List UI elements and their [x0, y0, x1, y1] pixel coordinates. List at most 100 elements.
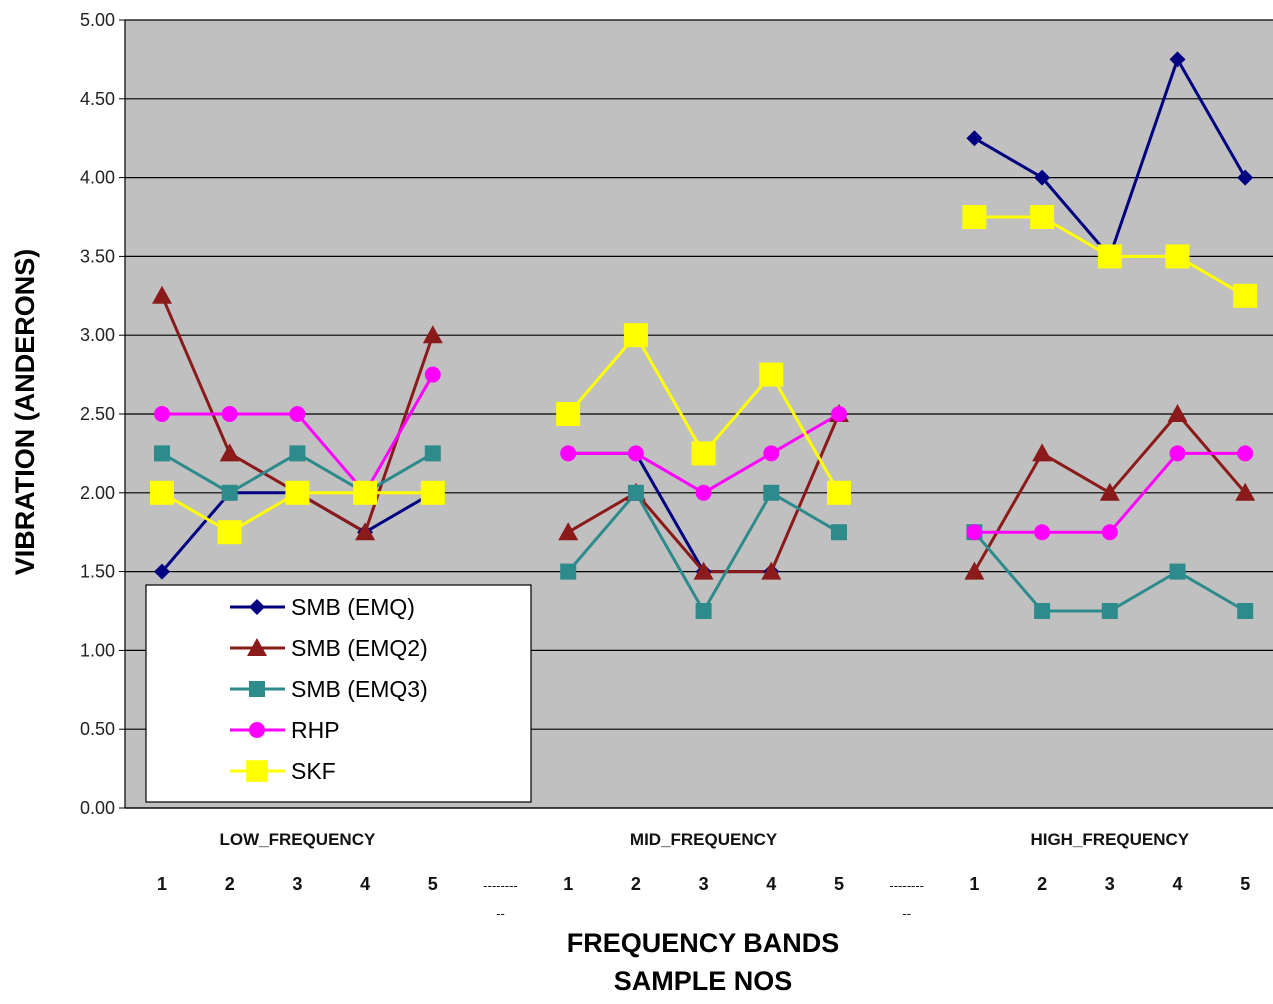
data-point-rhp	[1034, 524, 1051, 541]
y-axis-ticks: 0.00 0.50 1.00 1.50 2.00 2.50 3.00 3.50 4.00 4.50…	[80, 10, 1273, 818]
y-tick-label: 3.00	[80, 325, 115, 345]
data-point-skf	[285, 480, 310, 505]
data-point-smb-emq3	[1237, 603, 1254, 619]
x-tick-label: 2	[225, 874, 235, 894]
data-point-smb-emq2	[1167, 404, 1188, 422]
data-point-smb-emq3	[763, 484, 780, 501]
data-point-smb-emq2	[355, 522, 376, 541]
data-point-smb-emq3	[221, 484, 238, 501]
legend-box	[145, 584, 532, 803]
data-point-smb-emq2	[1235, 482, 1256, 501]
x-axis-label-line2: SAMPLE NOS	[614, 966, 793, 996]
data-point-smb-emq3	[831, 524, 847, 541]
legend-label: SMB (EMQ)	[291, 594, 415, 620]
x-tick-label: 4	[766, 874, 776, 894]
data-point-skf	[623, 323, 648, 348]
data-point-smb-emq3	[560, 563, 577, 580]
group-label: MID_FREQUENCY	[630, 830, 778, 849]
x-tick-label: 5	[428, 874, 438, 894]
data-point-skf	[827, 480, 851, 505]
legend-label: SMB (EMQ2)	[291, 635, 428, 661]
y-tick-label: 0.50	[80, 719, 115, 739]
data-point-rhp	[424, 366, 441, 383]
y-tick-label: 0.00	[80, 798, 115, 818]
data-point-smb-emq	[966, 130, 983, 147]
series-markers	[150, 51, 1258, 619]
data-point-smb-emq3	[289, 445, 306, 462]
x-tick-label: --------	[483, 878, 518, 893]
legend-label: SKF	[291, 758, 336, 784]
x-tick-label: 3	[292, 874, 302, 894]
x-tick-label: 5	[834, 874, 844, 894]
data-point-smb-emq2	[219, 443, 240, 462]
x-tick-label: 3	[1105, 874, 1115, 894]
data-point-smb-emq	[1169, 51, 1186, 68]
data-point-smb-emq	[154, 563, 170, 580]
data-point-smb-emq2	[422, 325, 443, 344]
y-tick-label: 4.00	[80, 168, 115, 188]
y-tick-label: 2.50	[80, 404, 115, 424]
y-axis-label: VIBRATION (ANDERONS)	[10, 249, 40, 576]
x-tick-label: 5	[1240, 874, 1250, 894]
data-point-skf	[420, 480, 445, 505]
data-point-smb-emq3	[1034, 603, 1051, 619]
data-point-rhp	[1101, 524, 1118, 541]
x-tick-label: 2	[631, 874, 641, 894]
x-tick-label: 1	[969, 874, 979, 894]
legend-marker	[246, 760, 268, 782]
x-tick-label: 1	[157, 874, 167, 894]
x-tick-label: 2	[1037, 874, 1047, 894]
data-point-rhp	[966, 524, 983, 541]
data-point-rhp	[695, 484, 712, 501]
data-point-skf	[1165, 244, 1190, 269]
data-point-smb-emq2	[693, 561, 714, 580]
data-point-smb-emq	[1237, 169, 1254, 186]
data-point-skf	[1097, 244, 1122, 269]
data-point-smb-emq3	[424, 445, 441, 462]
y-tick-label: 3.50	[80, 246, 115, 266]
data-point-skf	[150, 480, 174, 505]
y-tick-label: 4.50	[80, 89, 115, 109]
legend-marker	[249, 722, 265, 738]
legend-marker	[249, 599, 265, 615]
legend-marker	[247, 638, 267, 656]
group-labels: LOW_FREQUENCY MID_FREQUENCY HIGH_FREQUENCY	[219, 830, 1189, 849]
legend-label: RHP	[291, 717, 340, 743]
x-tick-label: 4	[1172, 874, 1182, 894]
category-labels: 1 2 3 4 5 ----------1 2 3 4 5 ----------1 2 3 4 5	[157, 874, 1250, 921]
data-point-skf	[353, 480, 378, 505]
x-tick-label: 4	[360, 874, 370, 894]
group-label: LOW_FREQUENCY	[219, 830, 376, 849]
data-point-skf	[1233, 283, 1258, 308]
data-point-smb-emq3	[695, 603, 712, 619]
data-point-smb-emq2	[1099, 482, 1120, 501]
data-point-smb-emq2	[964, 561, 985, 580]
data-point-skf	[759, 362, 784, 387]
data-point-smb-emq2	[761, 561, 782, 580]
data-point-skf	[556, 402, 581, 426]
data-point-smb-emq2	[558, 522, 579, 541]
x-axis-label-line1: FREQUENCY BANDS	[567, 928, 840, 958]
y-tick-label: 1.00	[80, 640, 115, 660]
y-tick-label: 5.00	[80, 10, 115, 30]
data-point-rhp	[831, 406, 847, 422]
group-label: HIGH_FREQUENCY	[1030, 830, 1189, 849]
data-point-skf	[691, 441, 716, 466]
legend-marker	[249, 681, 265, 697]
data-point-rhp	[1237, 445, 1254, 462]
y-tick-label: 1.50	[80, 562, 115, 582]
data-point-skf	[1030, 205, 1055, 229]
data-point-rhp	[289, 406, 306, 422]
data-point-rhp	[763, 445, 780, 462]
x-tick-label: 3	[699, 874, 709, 894]
x-tick-label: 1	[563, 874, 573, 894]
data-point-rhp	[1169, 445, 1186, 462]
data-point-rhp	[627, 445, 644, 462]
data-point-smb-emq3	[154, 445, 170, 462]
x-tick-label: --	[496, 906, 505, 921]
x-tick-label: --	[902, 906, 911, 921]
data-point-rhp	[154, 406, 170, 422]
data-point-rhp	[221, 406, 238, 422]
data-point-skf	[962, 205, 987, 229]
